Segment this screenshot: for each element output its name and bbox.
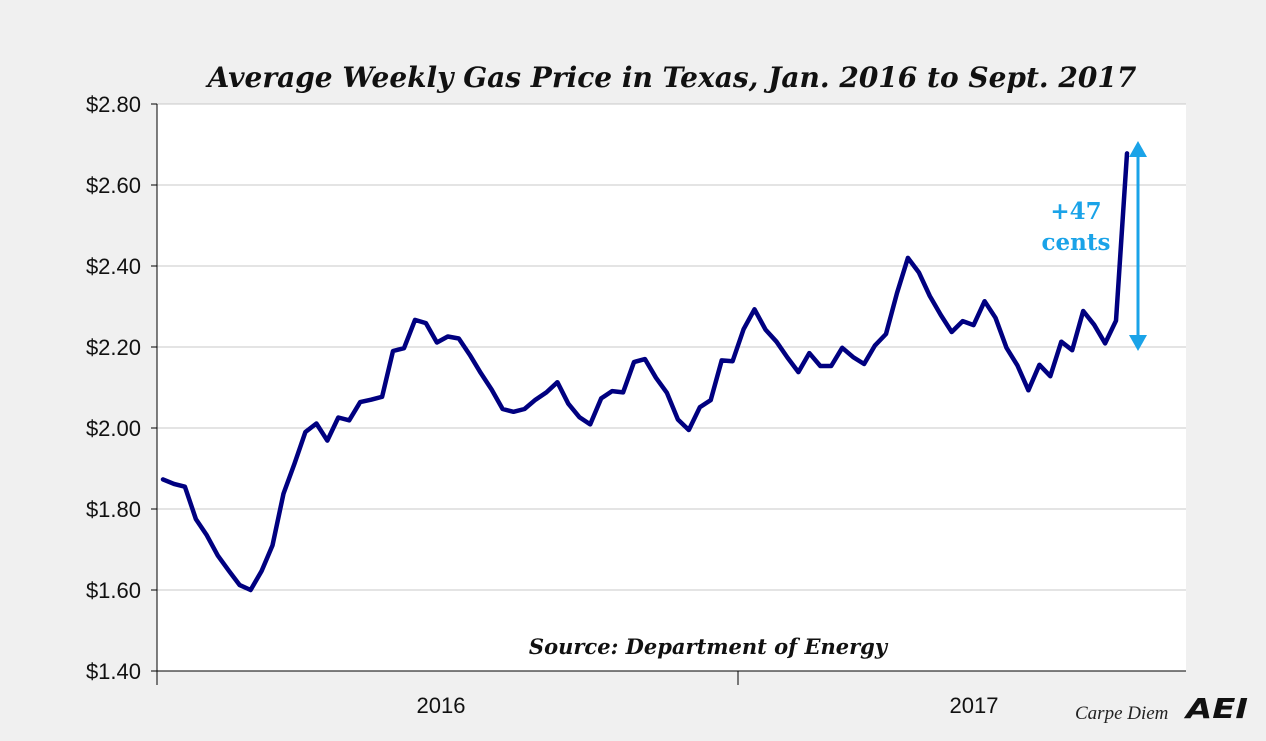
- y-tick-label: $2.40: [86, 254, 141, 279]
- x-axis-ticks: 2016 2017: [417, 693, 999, 718]
- y-tick-label: $2.20: [86, 335, 141, 360]
- y-tick-label: $2.80: [86, 92, 141, 117]
- source-annotation: Source: Department of Energy: [529, 634, 889, 659]
- y-tick-label: $1.80: [86, 497, 141, 522]
- plot-area: [157, 104, 1186, 671]
- series-line: [160, 151, 1130, 593]
- y-tick-label: $2.00: [86, 416, 141, 441]
- y-tick-label: $1.60: [86, 578, 141, 603]
- change-label-unit: cents: [1042, 229, 1111, 256]
- axes: [156, 104, 1186, 685]
- arrow-up-icon: [1129, 141, 1147, 157]
- brand-label: Carpe Diem: [1075, 703, 1168, 724]
- series-group: [160, 151, 1130, 593]
- arrow-down-icon: [1129, 335, 1147, 351]
- x-tick-label: 2017: [950, 693, 999, 718]
- chart-title: Average Weekly Gas Price in Texas, Jan. …: [205, 61, 1137, 94]
- y-tick-label: $1.40: [86, 659, 141, 684]
- y-tick-label: $2.60: [86, 173, 141, 198]
- y-axis-ticks: $1.40 $1.60 $1.80 $2.00 $2.20 $2.40 $2.60 $2.80: [86, 92, 157, 684]
- aei-logo-icon: AEI: [1184, 692, 1248, 725]
- gridlines: [157, 103, 1186, 591]
- x-tick-label: 2016: [417, 693, 466, 718]
- change-arrow: [1129, 141, 1147, 351]
- change-label-amount: +47: [1050, 198, 1101, 225]
